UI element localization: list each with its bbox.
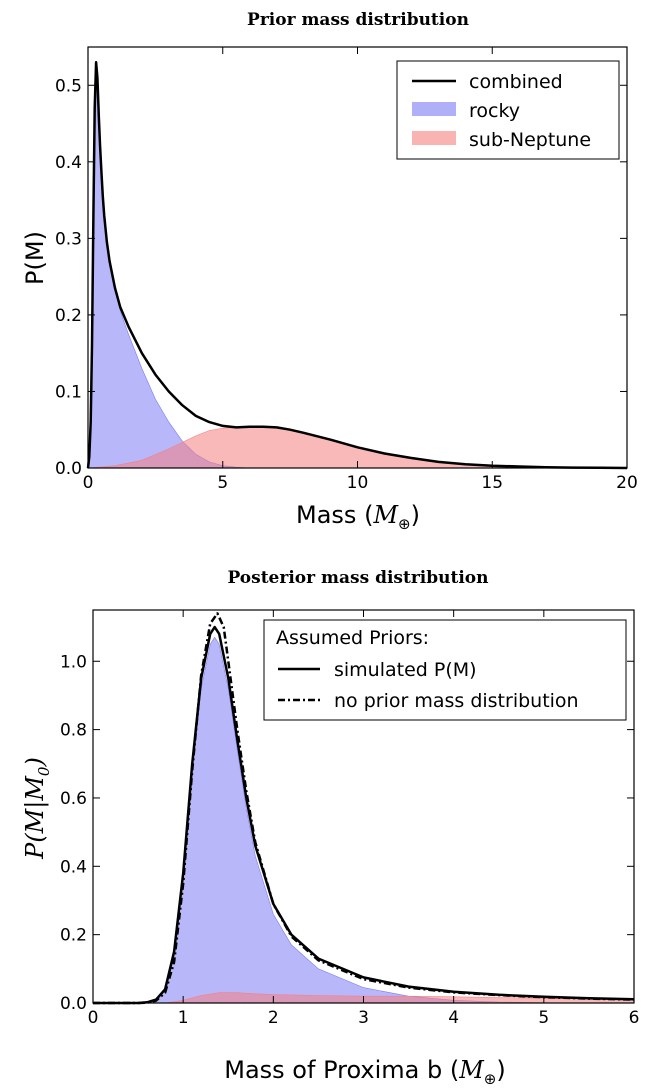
legend-title: Assumed Priors: — [276, 627, 429, 649]
x-tick-label: 1 — [178, 1008, 189, 1028]
y-tick-label: 0.2 — [55, 306, 82, 326]
y-tick-label: 0.3 — [55, 229, 82, 249]
y-tick-label: 0.2 — [60, 926, 87, 946]
y-tick-label: 0.6 — [60, 789, 87, 809]
y-axis-label: P(M|M0) — [21, 757, 53, 860]
y-tick-label: 0.5 — [55, 76, 82, 96]
plot-area — [86, 61, 628, 470]
legend-simulated-label: simulated P(M) — [334, 659, 477, 681]
legend-rocky-swatch — [412, 102, 456, 116]
y-tick-label: 0.0 — [60, 994, 87, 1014]
combined-line — [86, 61, 628, 470]
y-tick-label: 1.0 — [60, 652, 87, 672]
x-tick-label: 6 — [629, 1008, 640, 1028]
x-tick-label: 5 — [217, 473, 228, 493]
legend-box — [263, 619, 627, 721]
x-tick-label: 15 — [481, 473, 503, 493]
x-axis-label: Mass of Proxima b (M⊕) — [224, 1056, 506, 1088]
rocky-area — [87, 62, 250, 469]
x-tick-label: 0 — [88, 1008, 99, 1028]
posterior-mass-chart: Posterior mass distribution 0 1 2 3 4 5 6 0.0 0.… — [21, 568, 640, 1088]
legend-subneptune-swatch — [412, 131, 456, 145]
x-tick-label: 3 — [358, 1008, 369, 1028]
y-tick-label: 0.4 — [60, 857, 87, 877]
x-tick-label: 0 — [83, 473, 94, 493]
x-tick-label: 10 — [347, 473, 369, 493]
x-tick-label: 5 — [538, 1008, 549, 1028]
no-prior-mass-distribution-line — [93, 612, 635, 1005]
legend: Assumed Priors: simulated P(M) no prior … — [263, 619, 627, 721]
legend-noprior-label: no prior mass distribution — [334, 690, 579, 712]
legend-combined-label: combined — [469, 71, 563, 93]
y-tick-label: 0.1 — [55, 382, 82, 402]
chart-title: Prior mass distribution — [247, 10, 469, 30]
legend-rocky-label: rocky — [469, 100, 520, 122]
y-tick-label: 0.4 — [55, 153, 82, 173]
y-axis-label: P(M) — [21, 231, 49, 285]
legend-subneptune-label: sub-Neptune — [469, 129, 591, 151]
x-tick-label: 4 — [448, 1008, 459, 1028]
y-tick-label: 0.8 — [60, 721, 87, 741]
x-tick-label: 20 — [616, 473, 638, 493]
chart-title: Posterior mass distribution — [227, 568, 488, 588]
y-tick-label: 0.0 — [55, 459, 82, 479]
x-axis-label: Mass (M⊕) — [296, 501, 420, 530]
x-tick-label: 2 — [268, 1008, 279, 1028]
legend: combined rocky sub-Neptune — [396, 60, 620, 160]
prior-mass-chart: Prior mass distribution 0 5 10 15 20 0.0 0.1 0.… — [21, 10, 638, 530]
